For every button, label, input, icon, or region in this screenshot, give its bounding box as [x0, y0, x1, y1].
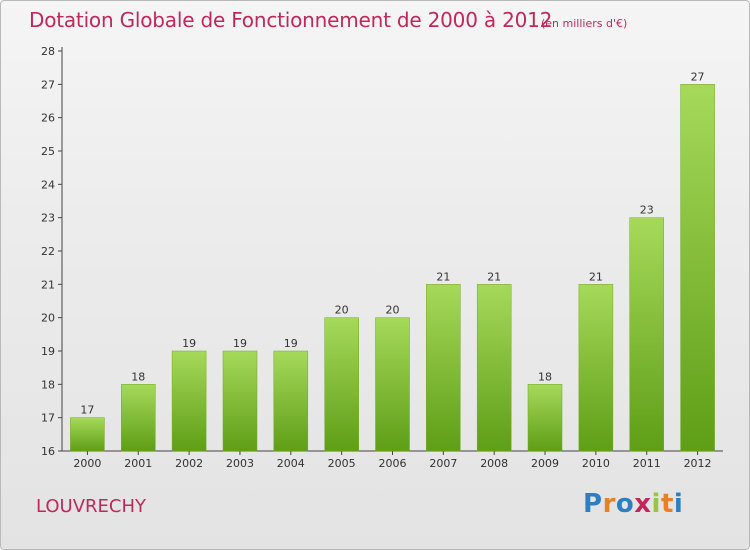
x-tick-label: 2009 [531, 457, 559, 470]
x-tick-label: 2006 [379, 457, 407, 470]
x-tick-label: 2002 [175, 457, 203, 470]
value-label: 18 [538, 370, 552, 383]
x-tick-label: 2004 [277, 457, 305, 470]
bar-2011 [629, 217, 664, 452]
value-label: 18 [131, 370, 145, 383]
bar-2000 [70, 417, 105, 452]
x-tick-label: 2007 [429, 457, 457, 470]
value-label: 21 [436, 270, 450, 283]
logo-letter: P [583, 489, 603, 519]
value-label: 19 [284, 337, 298, 350]
value-label: 21 [487, 270, 501, 283]
x-tick-label: 2003 [226, 457, 254, 470]
y-tick-label: 18 [41, 378, 55, 391]
y-tick-label: 16 [41, 445, 55, 458]
commune-name: LOUVRECHY [36, 496, 147, 517]
value-label: 20 [335, 304, 349, 317]
chart-subtitle: (en milliers d'€) [541, 17, 628, 30]
x-tick-label: 2008 [480, 457, 508, 470]
y-tick-label: 21 [41, 278, 55, 291]
logo-letter: r [602, 489, 616, 519]
y-tick-label: 22 [41, 245, 55, 258]
chart-labels: 2000 17 2001 18 2002 19 2003 19 2004 19 2005 20 2006… [73, 70, 711, 470]
y-tick-label: 27 [41, 78, 55, 91]
value-label: 19 [182, 337, 196, 350]
logo-letter: i [651, 489, 661, 519]
bar-2012 [680, 84, 715, 452]
value-label: 19 [233, 337, 247, 350]
bar-2010 [578, 284, 614, 452]
value-label: 27 [691, 70, 705, 83]
bar-2008 [476, 284, 512, 452]
x-tick-label: 2011 [633, 457, 661, 470]
bar-2003 [222, 350, 258, 452]
chart-bars [70, 84, 715, 452]
bar-2001 [121, 384, 156, 452]
logo-letter: x [634, 489, 652, 519]
value-label: 23 [640, 204, 654, 217]
y-tick-label: 25 [41, 145, 55, 158]
bar-2005 [324, 317, 359, 452]
x-tick-label: 2001 [124, 457, 152, 470]
logo-letter: i [673, 489, 684, 519]
x-tick-label: 2010 [582, 457, 610, 470]
chart-title: Dotation Globale de Fonctionnement de 20… [29, 8, 553, 32]
y-tick-label: 23 [41, 212, 55, 225]
bar-2002 [171, 350, 207, 452]
proxiti-logo[interactable]: Proxiti [583, 489, 683, 519]
logo-letter: o [615, 489, 635, 519]
chart-axes: 16 17 18 19 20 21 22 23 24 25 26 27 28 [41, 45, 723, 458]
y-tick-label: 17 [41, 412, 55, 425]
value-label: 21 [589, 270, 603, 283]
y-tick-label: 20 [41, 312, 55, 325]
x-tick-label: 2005 [328, 457, 356, 470]
bar-2007 [426, 284, 461, 452]
y-tick-label: 24 [41, 178, 55, 191]
value-label: 20 [386, 304, 400, 317]
bar-2006 [375, 317, 410, 452]
bar-2004 [273, 350, 309, 452]
y-tick-label: 28 [41, 45, 55, 58]
y-tick-label: 19 [41, 345, 55, 358]
x-tick-label: 2012 [684, 457, 712, 470]
logo-letter: t [660, 489, 674, 519]
bar-2009 [527, 384, 563, 452]
value-label: 17 [80, 404, 94, 417]
y-tick-label: 26 [41, 112, 55, 125]
x-tick-label: 2000 [73, 457, 101, 470]
